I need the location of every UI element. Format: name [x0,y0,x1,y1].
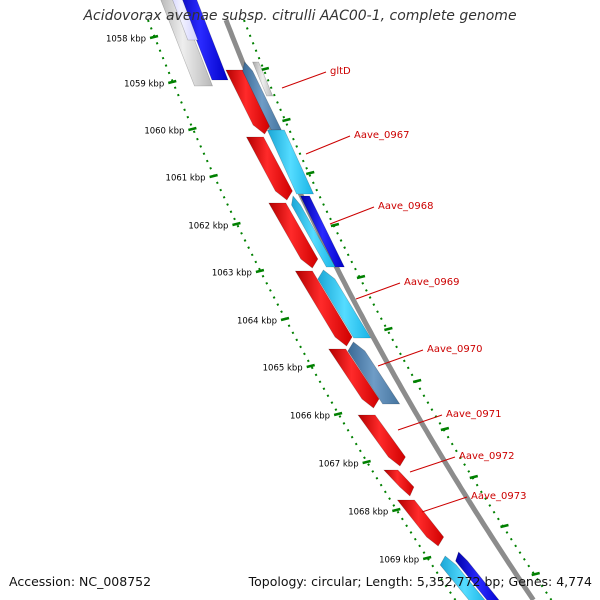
accession-text: Accession: NC_008752 [9,574,152,589]
label-layer: gltD Aave_0967 Aave_0968 Aave_0969 Aave_0970… [281,66,527,513]
gene-label-leader [409,456,456,473]
ruler-tick-label: 1064 kbp [237,317,277,327]
ruler-tick [209,173,218,179]
ruler-tick [330,222,340,228]
ruler-tick [188,126,197,132]
gene-label-leader [355,282,401,300]
ruler-tick-label: 1058 kbp [106,35,146,45]
ruler-layer: 1058 kbp 1059 kbp 1060 kbp 1061 kbp 1062 kbp… [106,19,553,600]
forward-gene-feature [294,270,353,347]
ruler-tick-label: 1063 kbp [212,269,252,279]
gene-label: Aave_0970 [427,344,483,355]
topology-text: Topology: circular; Length: 5,352,772 bp… [248,574,592,589]
ruler-tick-label: 1059 kbp [124,80,164,90]
forward-gene-feature [396,499,445,547]
reverse-gene-feature [439,555,486,600]
ruler-tick [356,274,366,280]
ruler-tick [500,523,509,529]
ruler-tick [260,66,270,72]
ruler-tick [422,555,432,561]
ruler-tick [232,221,241,227]
reverse-gene-feature [172,0,199,41]
forward-gene-feature [328,348,380,409]
gene-label-leader [397,414,443,431]
reverse-gene-feature [455,551,500,600]
forward-gene-feature [225,69,271,135]
gene-label: Aave_0969 [404,277,460,288]
ruler-tick-label: 1062 kbp [188,222,228,232]
ruler-tick [333,411,343,417]
gene-label: Aave_0973 [471,491,527,502]
ruler-tick-label: 1066 kbp [290,412,330,422]
reverse-gene-feature [300,195,345,268]
ruler-tick [392,507,401,513]
gene-label: gltD [330,66,351,77]
reverse-gene-feature [266,129,315,195]
ruler-tick [440,426,450,432]
ruler-tick [531,571,540,577]
ruler-tick [306,363,316,369]
reverse-gene-feature [252,61,274,97]
ruler-tick-label: 1061 kbp [166,174,206,184]
forward-gene-feature [245,136,293,201]
gene-label-leader [329,206,375,225]
forward-gene-feature [268,202,319,269]
ruler-tick [384,326,393,332]
gene-label-leader [281,71,327,89]
ruler-tick [149,34,159,40]
gene-label: Aave_0968 [378,201,434,212]
reverse-gene-feature [160,0,213,87]
forward-gene-feature [357,414,406,467]
gene-label: Aave_0967 [354,130,410,141]
reverse-gene-feature [291,195,336,268]
outer-ruler-line [243,19,553,600]
reverse-gene-feature [180,0,229,81]
ruler-tick [469,474,479,480]
ruler-tick-label: 1069 kbp [379,556,419,566]
gene-label-leader [421,496,468,513]
forward-gene-feature [383,469,415,497]
ruler-tick-label: 1060 kbp [144,127,184,137]
ruler-tick [255,268,265,274]
gene-label-leader [305,135,351,155]
gene-label: Aave_0972 [459,451,515,462]
reverse-gene-feature [317,269,372,339]
gene-label-leader [377,349,424,367]
ruler-tick [280,316,290,322]
ruler-tick-label: 1068 kbp [348,508,388,518]
ruler-tick [305,170,315,176]
reverse-gene-feature [347,341,401,405]
ruler-tick [282,117,291,123]
ruler-tick [412,378,422,384]
ruler-tick [167,79,177,85]
ruler-tick-label: 1065 kbp [263,364,303,374]
ruler-tick-label: 1067 kbp [319,460,359,470]
inner-ruler-line [147,19,457,600]
gene-label: Aave_0971 [446,409,502,420]
genome-title: Acidovorax avenae subsp. citrulli AAC00-… [83,8,517,24]
feature-layer [160,0,500,600]
ruler-tick [362,459,371,465]
